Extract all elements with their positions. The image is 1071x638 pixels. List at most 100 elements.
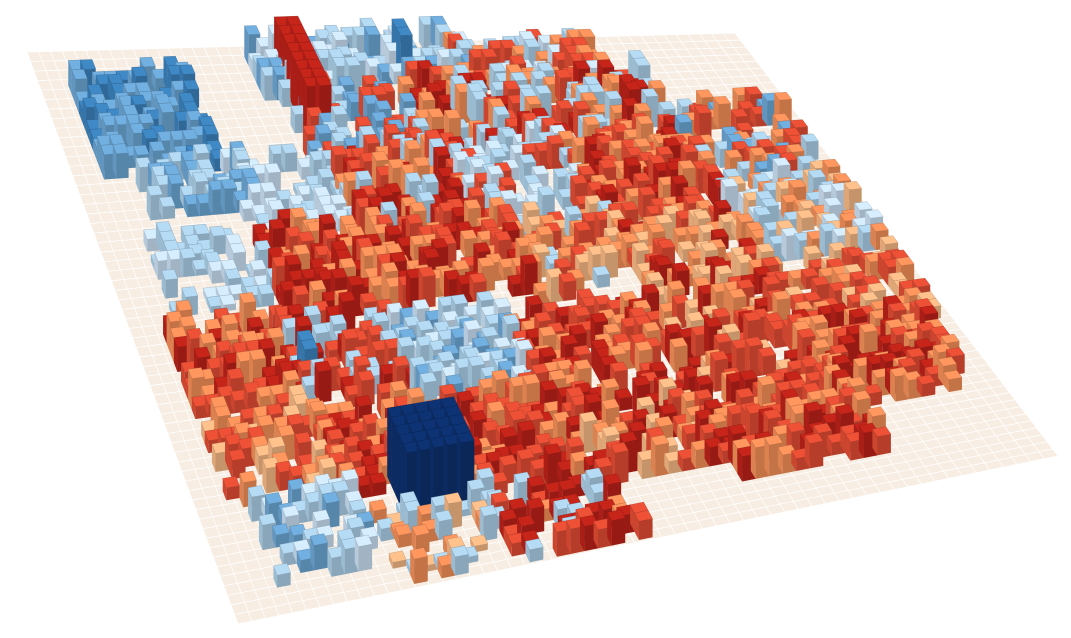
voxel-side-face	[179, 249, 184, 278]
voxel-side-face	[450, 76, 455, 116]
voxel-top-face	[137, 113, 155, 124]
voxel-top-face	[329, 194, 347, 205]
voxel-side-face	[208, 181, 213, 216]
voxel-side-face	[93, 138, 97, 161]
voxel-top-face	[264, 163, 282, 174]
voxel-top-face	[596, 59, 615, 69]
voxel-side-face	[96, 135, 101, 171]
voxel-top-face	[182, 79, 200, 90]
voxel-top-face	[181, 129, 199, 140]
voxel-side-face	[297, 158, 302, 180]
voxel-top-face	[592, 51, 611, 61]
voxel-top-face	[443, 109, 462, 119]
voxel-top-face	[404, 139, 422, 150]
voxel-column	[179, 247, 196, 278]
voxel-column	[158, 196, 176, 220]
voxel-top-face	[370, 85, 388, 96]
voxel-top-face	[130, 94, 147, 106]
voxel-column	[314, 360, 332, 403]
voxel-side-face	[389, 63, 394, 85]
voxel-side-face	[418, 16, 424, 50]
voxel-side-face	[483, 97, 489, 131]
voxel-top-face	[399, 92, 417, 103]
voxel-side-face	[126, 114, 130, 149]
voxel-top-face	[524, 95, 542, 105]
voxel-top-face	[337, 76, 355, 86]
voxel-top-face	[146, 185, 163, 196]
voxel-side-face	[251, 205, 256, 221]
voxel-side-face	[260, 67, 265, 101]
voxel-top-face	[572, 100, 591, 110]
voxel-front-face	[116, 152, 129, 179]
voxel-top-face	[330, 105, 348, 116]
voxel-top-face	[412, 117, 430, 128]
voxel-top-face	[79, 59, 96, 70]
voxel-side-face	[143, 229, 148, 252]
voxel-top-face	[330, 145, 348, 156]
voxel-side-face	[159, 197, 163, 220]
building-blocks	[68, 15, 965, 588]
voxel-side-face	[135, 158, 140, 193]
voxel-top-face	[202, 124, 219, 136]
voxel-top-face	[455, 39, 473, 49]
voxel-side-face	[154, 251, 159, 280]
voxel-front-face	[368, 34, 381, 60]
voxel-front-face	[699, 112, 712, 139]
voxel-column	[693, 105, 712, 139]
voxel-side-face	[377, 64, 382, 85]
voxel-side-face	[537, 35, 543, 56]
voxel-top-face	[280, 143, 298, 154]
voxel-column	[280, 143, 298, 172]
voxel-top-face	[383, 123, 401, 134]
voxel-column	[558, 272, 577, 301]
voxel-side-face	[438, 95, 443, 116]
voxel-side-face	[400, 165, 406, 199]
voxel-side-face	[554, 70, 560, 103]
voxel-front-face	[165, 278, 178, 299]
voxel-side-face	[256, 58, 261, 92]
voxel-side-face	[86, 119, 90, 142]
voxel-top-face	[244, 25, 261, 35]
voxel-top-face	[167, 173, 184, 185]
voxel-side-face	[100, 145, 105, 180]
voxel-top-face	[363, 134, 381, 144]
voxel-front-face	[261, 293, 275, 307]
voxel-top-face	[71, 69, 88, 80]
voxel-top-face	[418, 91, 436, 101]
voxel-side-face	[248, 53, 253, 75]
voxel-top-face	[633, 57, 651, 67]
voxel-side-face	[196, 194, 200, 217]
voxel-front-face	[213, 235, 226, 255]
voxel-side-face	[79, 101, 83, 123]
voxel-top-face	[534, 85, 552, 94]
voxel-top-face	[433, 146, 451, 156]
voxel-side-face	[244, 25, 249, 66]
voxel-side-face	[210, 150, 215, 172]
voxel-side-face	[358, 87, 364, 121]
voxel-top-face	[139, 56, 156, 67]
voxel-column	[195, 193, 213, 217]
voxel-top-face	[554, 69, 573, 79]
voxel-side-face	[107, 74, 112, 103]
voxel-front-face	[718, 103, 731, 130]
voxel-side-face	[290, 51, 295, 111]
voxel-side-face	[150, 254, 155, 271]
voxel-side-face	[151, 69, 156, 92]
voxel-top-face	[355, 170, 373, 181]
voxel-top-face	[397, 75, 415, 85]
voxel-side-face	[420, 134, 425, 162]
voxel-top-face	[344, 56, 361, 66]
voxel-side-face	[183, 195, 188, 218]
voxel-front-face	[285, 152, 298, 172]
voxel-side-face	[75, 91, 80, 114]
voxel-top-face	[480, 48, 498, 58]
voxel-side-face	[330, 180, 335, 196]
voxel-top-face	[572, 60, 591, 70]
voxel-side-face	[68, 60, 72, 95]
voxel-top-face	[331, 31, 348, 41]
voxel-side-face	[293, 183, 298, 199]
voxel-top-face	[374, 100, 392, 110]
voxel-side-face	[220, 180, 225, 214]
voxel-side-face	[371, 152, 377, 192]
